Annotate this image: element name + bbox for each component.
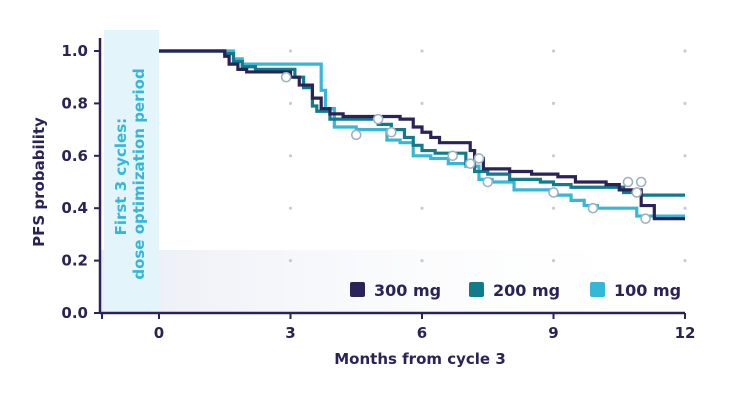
censor-marker (635, 176, 647, 188)
censor-marker (482, 176, 494, 188)
grid-dot (683, 259, 687, 263)
x-tick-label: 9 (548, 324, 558, 342)
x-ticks: 0 3 6 9 12 (101, 313, 696, 342)
censor-marker (640, 213, 651, 224)
legend: 300 mg 200 mg 100 mg (350, 281, 681, 300)
grid-dot (420, 206, 424, 210)
series-line (159, 49, 685, 218)
censor-markers (280, 71, 651, 224)
grid-dot (288, 154, 293, 158)
censor-marker (473, 153, 485, 164)
grid-dot (551, 101, 556, 105)
legend-swatch (350, 282, 365, 297)
censor-marker (622, 176, 634, 188)
legend-swatch (469, 282, 484, 297)
y-tick-label: 0.8 (61, 94, 88, 112)
y-tick-label: 0.4 (61, 199, 88, 217)
grid-dot (420, 49, 424, 53)
x-tick-label: 3 (285, 324, 295, 342)
legend-label: 200 mg (493, 281, 560, 300)
legend-label: 300 mg (374, 281, 441, 300)
grid-dot (288, 206, 293, 210)
dose-optimization-band (104, 30, 159, 313)
grid-dot (420, 259, 424, 263)
censor-marker (350, 129, 362, 141)
y-tick-label: 0.6 (61, 147, 88, 165)
legend-label: 100 mg (614, 281, 681, 300)
grid-dot (683, 206, 687, 210)
y-tick-label: 0.0 (61, 304, 88, 322)
band-label-line-2: dose optimization period (130, 68, 148, 279)
grid-dot (288, 49, 293, 53)
y-tick-label: 0.2 (61, 252, 88, 270)
grid-dot (683, 154, 687, 158)
censor-marker (631, 187, 643, 198)
legend-swatch (590, 282, 605, 297)
censor-marker (548, 187, 559, 198)
grid-dot (683, 101, 687, 105)
series-line (159, 49, 685, 197)
grid-dot (551, 49, 556, 53)
censor-marker (587, 202, 599, 214)
band-label-line-1: First 3 cycles: (112, 118, 130, 236)
grid-dot (551, 206, 556, 210)
band-label: First 3 cycles: dose optimization period (112, 68, 148, 279)
censor-marker (464, 158, 476, 169)
y-tick-label: 1.0 (61, 42, 88, 60)
grid-dot (288, 259, 293, 263)
x-tick-label: 6 (417, 324, 427, 342)
censor-marker (447, 150, 458, 162)
series-line (159, 49, 685, 221)
series-lines (159, 49, 685, 221)
y-ticks: 0.0 0.2 0.4 0.6 0.8 1.0 (61, 42, 100, 322)
grid-dot (420, 101, 424, 105)
censor-marker (386, 126, 397, 138)
grid-dot (551, 259, 556, 263)
x-axis-title: Months from cycle 3 (334, 350, 506, 368)
grid-dot (288, 101, 293, 105)
grid-dots (288, 49, 687, 263)
censor-marker (280, 71, 292, 83)
shadow-floor (100, 250, 680, 314)
x-tick-label: 12 (675, 324, 696, 342)
y-axis-title: PFS probability (30, 117, 48, 247)
censor-marker (372, 113, 384, 125)
x-tick-label: 0 (154, 324, 164, 342)
grid-dot (551, 154, 556, 158)
grid-dot (683, 49, 687, 53)
